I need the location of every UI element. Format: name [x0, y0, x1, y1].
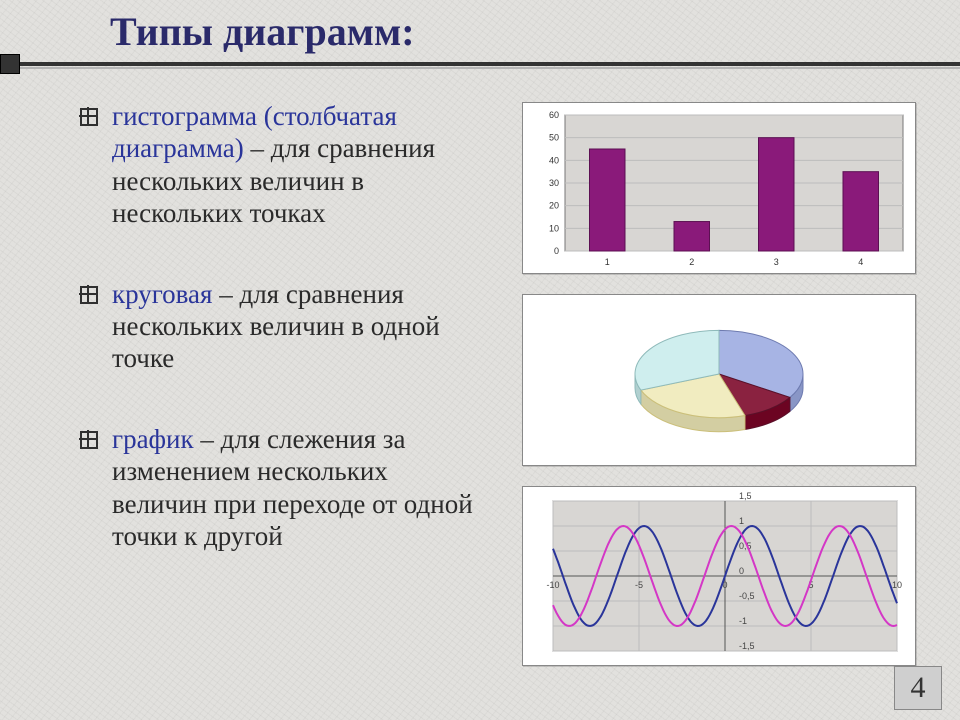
lead-text: график [112, 424, 194, 454]
list-item: круговая – для сравнения нескольких вели… [80, 278, 480, 375]
svg-text:-10: -10 [546, 580, 559, 590]
bullet-icon [80, 108, 98, 126]
svg-text:30: 30 [549, 178, 559, 188]
rule-light [0, 67, 960, 69]
svg-text:0: 0 [554, 246, 559, 256]
page-title: Типы диаграмм: [110, 8, 415, 55]
bullet-icon [80, 431, 98, 449]
svg-text:50: 50 [549, 133, 559, 143]
pie-chart [522, 294, 916, 466]
line-chart: -1,5-1-0,500,511,5-10-50510 [522, 486, 916, 666]
svg-text:60: 60 [549, 110, 559, 120]
svg-text:-5: -5 [635, 580, 643, 590]
svg-text:1: 1 [739, 516, 744, 526]
svg-text:10: 10 [549, 223, 559, 233]
svg-text:3: 3 [774, 257, 779, 267]
rule-dark [0, 62, 960, 66]
svg-text:40: 40 [549, 155, 559, 165]
svg-text:2: 2 [689, 257, 694, 267]
svg-text:-1: -1 [739, 616, 747, 626]
bullet-icon [80, 286, 98, 304]
lead-text: круговая [112, 279, 212, 309]
bullet-list: гистограмма (столбчатая диаграмма) – для… [80, 100, 480, 600]
bar-chart: 0 10 20 30 40 50 60 1 2 3 4 [522, 102, 916, 274]
svg-text:10: 10 [892, 580, 902, 590]
svg-text:4: 4 [858, 257, 863, 267]
svg-text:0: 0 [739, 566, 744, 576]
list-item: гистограмма (столбчатая диаграмма) – для… [80, 100, 480, 230]
svg-text:1: 1 [605, 257, 610, 267]
svg-text:-1,5: -1,5 [739, 641, 755, 651]
title-square [0, 54, 20, 74]
svg-text:1,5: 1,5 [739, 491, 752, 501]
svg-text:-0,5: -0,5 [739, 591, 755, 601]
list-item: график – для слежения за изменением неск… [80, 423, 480, 553]
page-number: 4 [894, 666, 942, 710]
svg-text:20: 20 [549, 201, 559, 211]
